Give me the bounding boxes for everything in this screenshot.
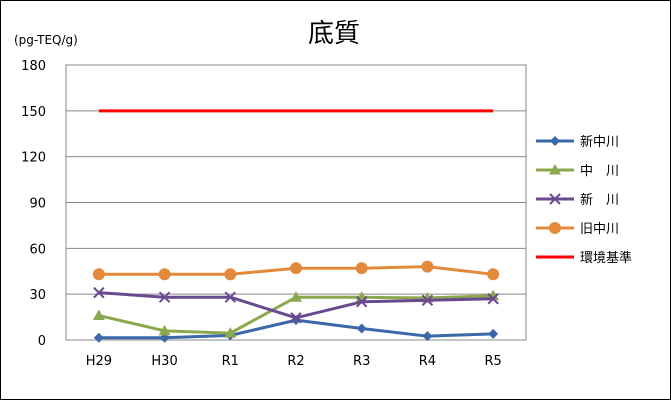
data-point <box>158 324 171 336</box>
data-point <box>487 293 499 305</box>
legend-label: 中 川 <box>580 164 619 179</box>
legend-label: 新中川 <box>580 134 619 150</box>
legend-item: 環境基準 <box>536 250 632 266</box>
x-tick-label: H29 <box>86 354 112 369</box>
data-point <box>92 309 105 321</box>
y-tick-label: 0 <box>38 334 46 349</box>
y-tick-label: 120 <box>21 151 46 166</box>
series-layer <box>92 109 500 343</box>
x-tick-label: R2 <box>287 354 304 369</box>
data-point <box>487 268 500 281</box>
y-tick-label: 30 <box>29 288 46 303</box>
y-tick-label: 90 <box>29 197 46 212</box>
data-point <box>421 294 434 306</box>
series-2 <box>93 286 499 324</box>
data-point <box>158 268 171 281</box>
data-point <box>290 291 302 302</box>
y-unit-label: (pg-TEQ/g) <box>14 33 78 47</box>
legend-marker <box>549 164 561 175</box>
data-point <box>355 262 368 275</box>
legend-marker <box>549 193 561 205</box>
y-tick-label: 150 <box>21 105 46 120</box>
data-point <box>224 327 237 338</box>
legend-item: 旧中川 <box>536 222 619 237</box>
data-point <box>158 291 171 303</box>
data-point <box>224 268 237 281</box>
legend-item: 新中川 <box>536 134 619 150</box>
data-point <box>290 262 302 275</box>
data-point <box>92 268 105 281</box>
y-tick-label: 60 <box>29 242 46 257</box>
data-point <box>422 331 433 342</box>
x-tick-label: R4 <box>419 354 436 369</box>
y-axis-ticks: 0 30 60 90 120 150 180 <box>21 59 46 349</box>
chart-title: 底質 <box>308 19 360 49</box>
legend-label: 旧中川 <box>580 222 619 237</box>
data-point <box>224 291 236 303</box>
legend-marker <box>549 222 561 234</box>
series-3 <box>92 260 500 281</box>
data-point <box>488 328 499 339</box>
legend-label: 新 川 <box>580 192 619 208</box>
x-tick-label: H30 <box>151 354 177 369</box>
legend-label: 環境基準 <box>580 250 632 266</box>
legend-item: 新 川 <box>536 192 619 208</box>
legend-item: 中 川 <box>536 164 619 179</box>
data-point <box>356 296 368 308</box>
data-point <box>356 323 367 334</box>
x-tick-label: R5 <box>484 354 501 369</box>
data-point <box>93 332 104 343</box>
legend-marker <box>550 136 560 146</box>
x-tick-label: R1 <box>222 354 239 369</box>
data-point <box>290 312 302 324</box>
x-tick-label: R3 <box>353 354 370 369</box>
x-axis-ticks: H29 H30 R1 R2 R3 R4 R5 <box>86 354 502 369</box>
data-point <box>421 260 434 273</box>
y-tick-label: 180 <box>21 59 46 74</box>
data-point <box>93 286 105 299</box>
